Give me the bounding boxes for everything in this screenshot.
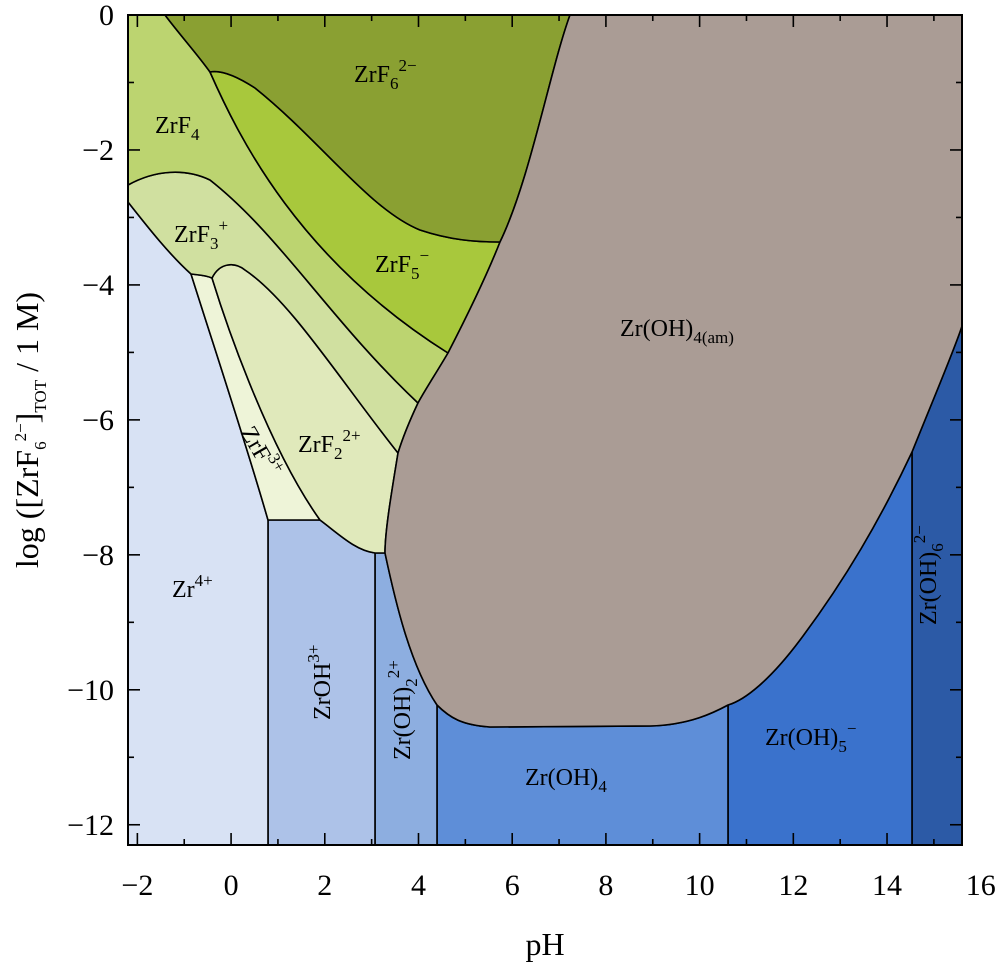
region-label-zr-oh-4: Zr(OH)4 [525,765,607,796]
x-tick-label: 0 [224,869,239,902]
x-tick-label: 14 [872,869,902,902]
region-label-zr-oh-4-am-: Zr(OH)4(am) [620,316,734,347]
region-label-zr4-: Zr4+ [172,571,213,603]
x-tick-label: 8 [598,869,613,902]
region-label-zrf4: ZrF4 [155,113,200,144]
region-label-zr-oh-6-2-: Zr(OH)62− [910,525,947,625]
axis-tick-labels: −2 0 2 4 6 8 10 12 14 16 0 −2 −4 −6 −8 −10 −12 [67,0,996,902]
y-tick-label: −8 [82,539,114,572]
x-axis-title: pH [525,926,564,962]
y-tick-label: −4 [82,269,114,302]
region-label-zr-oh-5-: Zr(OH)5− [765,719,856,756]
region-label-zrf5-: ZrF5− [375,246,429,283]
y-tick-label: −2 [82,134,114,167]
region-label-zr-oh-2-2-: Zr(OH)22+ [384,660,421,760]
x-tick-label: 2 [317,869,332,902]
region-label-zrf6-2-: ZrF62− [354,56,417,93]
region-labels: Zr(OH)62− Zr(OH)5− Zr(OH)4 Zr(OH)22+ ZrOH3+ Z… [155,56,947,796]
region-label-zroh3-: ZrOH3+ [304,645,336,720]
x-tick-label: 10 [685,869,715,902]
y-tick-label: 0 [99,0,114,32]
x-tick-label: 6 [505,869,520,902]
y-tick-label: −10 [67,674,114,707]
x-tick-label: −2 [121,869,153,902]
y-tick-label: −6 [82,404,114,437]
region-label-zrf3-: ZrF3+ [174,216,228,253]
y-tick-label: −12 [67,809,114,842]
axis-ticks [128,14,962,845]
plot-frame [127,14,963,846]
x-tick-label: 4 [411,869,426,902]
region-label-zrf2-2-: ZrF22+ [298,426,361,463]
plot-regions [127,14,963,846]
region-zr-oh-4-am [384,14,963,728]
x-tick-label: 12 [778,869,808,902]
y-axis-title: log ([ZrF62−]TOT / 1 M) [9,292,50,568]
x-tick-label: 16 [966,869,996,902]
